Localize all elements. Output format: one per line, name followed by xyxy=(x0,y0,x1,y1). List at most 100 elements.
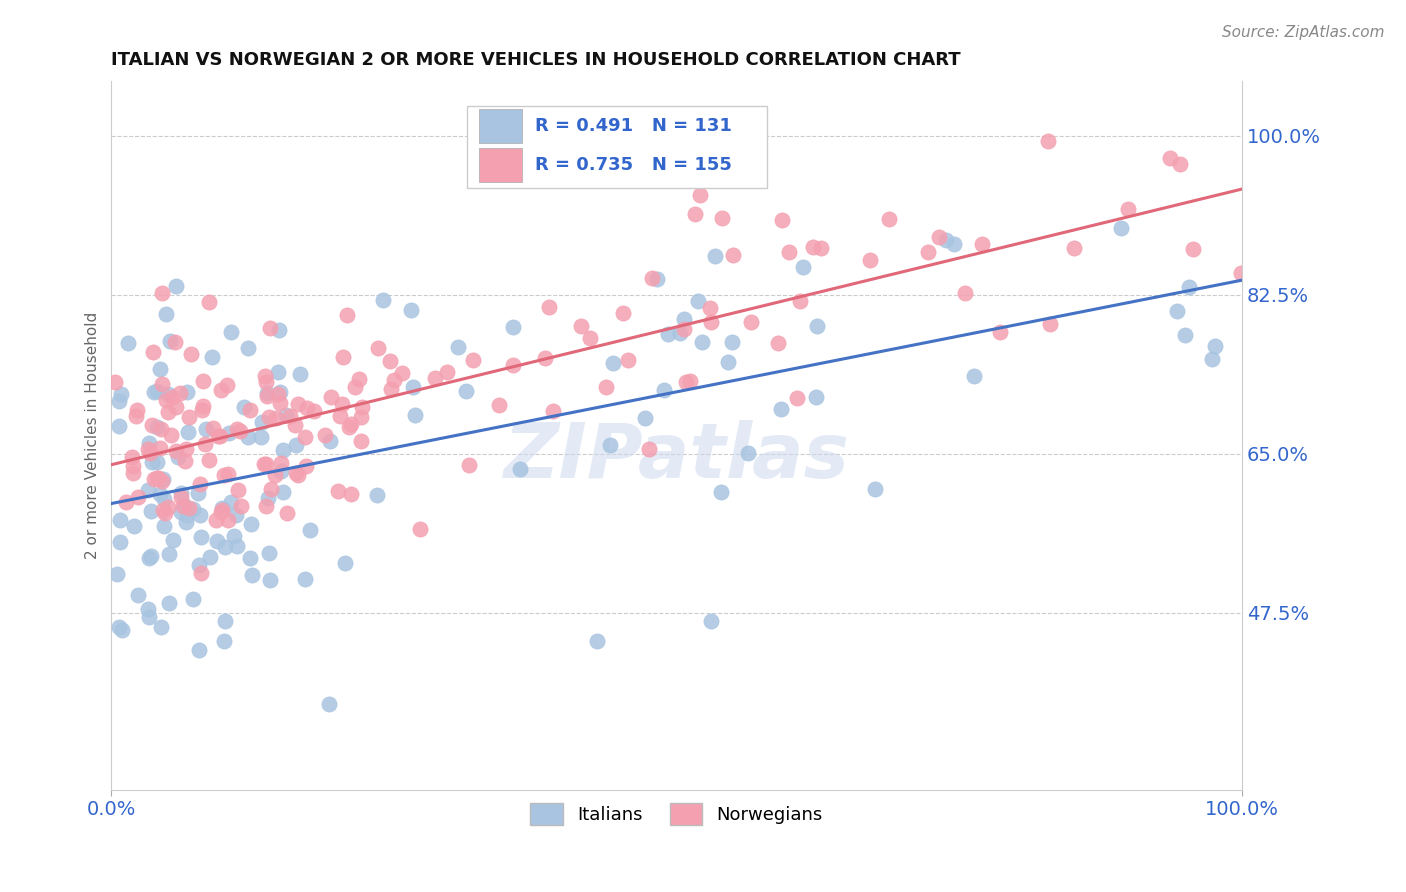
Point xyxy=(1181,242,1204,256)
Text: R = 0.735   N = 155: R = 0.735 N = 155 xyxy=(536,156,733,174)
Point xyxy=(710,485,733,500)
Point xyxy=(340,486,363,500)
Point xyxy=(152,472,174,486)
Point xyxy=(380,354,402,368)
Point xyxy=(1204,339,1226,353)
Point xyxy=(188,476,211,491)
Point xyxy=(257,491,280,506)
Point xyxy=(612,306,634,320)
Point xyxy=(152,492,174,507)
Point xyxy=(217,513,239,527)
Point xyxy=(233,401,256,415)
Point xyxy=(197,295,219,310)
Point xyxy=(595,379,617,393)
Point xyxy=(191,399,214,413)
Point xyxy=(270,464,292,478)
Point xyxy=(259,573,281,587)
Point xyxy=(167,450,190,465)
Point xyxy=(136,442,159,456)
Point xyxy=(212,468,235,483)
Point xyxy=(269,396,291,410)
Point xyxy=(194,437,217,451)
Point xyxy=(737,446,759,460)
Point xyxy=(270,456,292,470)
Point xyxy=(287,397,309,411)
Point xyxy=(224,528,246,542)
Point xyxy=(335,557,357,571)
Legend: Italians, Norwegians: Italians, Norwegians xyxy=(522,794,832,834)
Point xyxy=(458,458,481,472)
Point xyxy=(165,443,187,458)
Point xyxy=(343,380,366,394)
Point xyxy=(160,390,183,404)
Point xyxy=(863,482,886,496)
Point xyxy=(229,424,252,438)
Point xyxy=(391,366,413,380)
Point xyxy=(401,380,423,394)
Point xyxy=(264,411,287,425)
Point xyxy=(380,382,402,396)
Point xyxy=(127,403,149,417)
Point xyxy=(319,434,342,449)
Point xyxy=(337,420,360,434)
FancyBboxPatch shape xyxy=(479,148,522,182)
Point xyxy=(226,483,249,497)
Point xyxy=(177,410,200,425)
Point xyxy=(284,418,307,433)
Point xyxy=(141,455,163,469)
Point xyxy=(253,457,276,471)
Point xyxy=(638,442,661,456)
Point xyxy=(209,429,232,443)
Point xyxy=(122,519,145,533)
Point xyxy=(278,409,301,423)
Point xyxy=(502,319,524,334)
Point xyxy=(602,356,624,370)
Point xyxy=(188,558,211,573)
Point xyxy=(150,286,173,301)
Point xyxy=(1038,317,1060,331)
Point xyxy=(723,248,745,262)
Point xyxy=(205,513,228,527)
Point xyxy=(688,294,710,309)
Point xyxy=(146,471,169,485)
Point xyxy=(162,533,184,547)
Point xyxy=(669,326,692,340)
Point xyxy=(1038,134,1060,148)
Point xyxy=(239,551,262,566)
Point xyxy=(138,550,160,565)
Point xyxy=(803,240,825,254)
Point xyxy=(942,236,965,251)
Point xyxy=(859,252,882,267)
Point xyxy=(211,501,233,516)
Point xyxy=(179,501,201,516)
Point xyxy=(180,346,202,360)
Point xyxy=(404,408,426,422)
Point xyxy=(240,567,263,582)
Point xyxy=(257,546,280,560)
Point xyxy=(617,352,640,367)
Point xyxy=(190,530,212,544)
Point xyxy=(139,504,162,518)
Point xyxy=(157,404,180,418)
Point xyxy=(336,308,359,322)
Point xyxy=(165,279,187,293)
Point xyxy=(211,503,233,517)
Point xyxy=(319,390,342,404)
Point xyxy=(332,351,354,365)
Point xyxy=(159,428,181,442)
Point xyxy=(786,391,808,405)
Point xyxy=(198,453,221,467)
Point xyxy=(285,467,308,481)
Point xyxy=(219,494,242,508)
Point xyxy=(657,327,679,342)
Point xyxy=(141,418,163,433)
Point xyxy=(288,367,311,381)
Point xyxy=(778,245,800,260)
Point xyxy=(209,384,232,398)
Point xyxy=(219,325,242,339)
Point xyxy=(149,620,172,634)
Point xyxy=(792,260,814,274)
Point xyxy=(115,494,138,508)
Point xyxy=(877,212,900,227)
FancyBboxPatch shape xyxy=(479,109,522,143)
